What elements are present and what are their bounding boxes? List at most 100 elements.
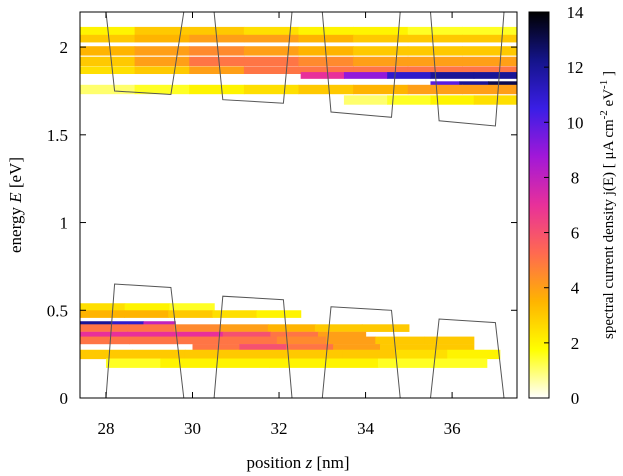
colorbar-title-sup2: -1 [598, 80, 610, 89]
y-axis: 0 0.5 1 1.5 2 [47, 38, 517, 408]
heatmap-cell [447, 349, 501, 360]
y-axis-title: energy E [eV] [6, 157, 25, 253]
plot-frame [79, 11, 518, 399]
y-axis-title-unit: [eV] [6, 157, 25, 192]
colorbar-tick-label: 4 [571, 279, 580, 298]
heatmap-cell [473, 95, 517, 105]
heatmap-cell [169, 303, 215, 311]
heatmap-cell [314, 324, 363, 332]
heatmap-cell [80, 331, 129, 339]
colorbar-tick-label: 6 [571, 224, 580, 243]
colorbar-axis: 0 2 4 6 8 10 12 14 [544, 3, 584, 408]
colorbar-tick-label: 10 [567, 113, 584, 132]
heatmap-cell [134, 34, 190, 43]
heatmap-layer [80, 26, 517, 368]
x-axis: 28 30 32 34 36 [97, 12, 461, 438]
heatmap-cell [173, 324, 222, 332]
colorbar-tick-label: 8 [571, 168, 580, 187]
heatmap-cell [134, 84, 190, 95]
x-tick-label: 30 [184, 419, 201, 438]
heatmap-cell [80, 46, 136, 56]
heatmap-cell [353, 56, 409, 67]
heatmap-cell [323, 358, 379, 368]
heatmap-cell [80, 66, 136, 75]
colorbar-tick-label: 0 [571, 389, 580, 408]
heatmap-cell [387, 72, 432, 79]
x-axis-title-unit: [nm] [312, 453, 349, 472]
heatmap-cell [343, 95, 388, 105]
heatmap-cell [394, 349, 448, 360]
heatmap-cell [326, 336, 376, 345]
heatmap-cell [361, 324, 410, 332]
heatmap-cell [237, 349, 291, 360]
heatmap-cell [124, 310, 169, 318]
y-tick-label: 1.5 [47, 126, 68, 145]
heatmap-cell [407, 56, 463, 67]
heatmap-cell [80, 56, 136, 67]
heatmap-cell [407, 34, 463, 43]
heatmap-cell [430, 95, 475, 105]
heatmap-cell [243, 26, 300, 37]
heatmap-cell [184, 349, 238, 360]
heatmap-cell [189, 56, 245, 67]
heatmap-cell [175, 331, 224, 339]
heatmap-cell [80, 26, 136, 37]
heatmap-cell [127, 331, 176, 339]
heatmap-cell [168, 310, 213, 318]
colorbar-tick-label: 12 [567, 58, 584, 77]
heatmap-cell [317, 331, 367, 339]
heatmap-cell [80, 303, 126, 311]
heatmap-cell [289, 349, 343, 360]
heatmap-cell [134, 46, 190, 56]
conduction-band-edge-line [105, 12, 505, 127]
colorbar-title-sup1: -2 [598, 110, 610, 119]
valence-band-edge-line [105, 283, 505, 398]
heatmap-cell [132, 349, 186, 360]
heatmap-cell [424, 336, 475, 345]
heatmap-cell [134, 66, 190, 75]
y-tick-label: 2 [60, 38, 69, 57]
colorbar-tick-label: 14 [567, 3, 585, 22]
x-axis-title: position z [nm] [247, 453, 350, 472]
heatmap-cell [243, 84, 300, 95]
heatmap-cell [80, 310, 125, 318]
heatmap-cell [333, 344, 381, 351]
heatmap-cell [243, 34, 300, 43]
heatmap-cell [269, 358, 325, 368]
heatmap-cell [243, 56, 300, 67]
heatmap-cell [353, 46, 409, 56]
x-axis-title-prefix: position [247, 453, 306, 472]
heatmap-cell [189, 26, 245, 37]
heatmap-cell [189, 84, 245, 95]
heatmap-cell [462, 66, 517, 75]
heatmap-cell [267, 324, 316, 332]
heatmap-cell [129, 336, 180, 345]
heatmap-cell [377, 358, 433, 368]
x-axis-title-symbol: z [305, 453, 313, 472]
heatmap-cell [459, 81, 489, 88]
heatmap-cell [270, 331, 319, 339]
heatmap-cell [80, 34, 136, 43]
heatmap-cell [214, 358, 270, 368]
heatmap-cell [220, 324, 269, 332]
heatmap-cell [488, 81, 517, 88]
colorbar-tick-label: 2 [571, 334, 580, 353]
heatmap-cell [80, 324, 128, 332]
heatmap-cell [189, 66, 245, 75]
heatmap-cell [462, 46, 517, 56]
heatmap-cell [407, 84, 463, 95]
heatmap-cell [462, 56, 517, 67]
heatmap-cell [124, 303, 171, 311]
heatmap-cell [298, 84, 354, 95]
colorbar [528, 11, 550, 399]
heatmap-cell [276, 336, 327, 345]
colorbar-title: spectral current density j(E) [ μA cm-2 … [598, 71, 617, 339]
y-axis-title-symbol: E [6, 192, 25, 204]
heatmap-cell [134, 26, 190, 37]
heatmap-cell [426, 344, 475, 351]
heatmap-cell [80, 336, 130, 345]
heatmap-cell [239, 344, 287, 351]
x-tick-label: 32 [271, 419, 288, 438]
heatmap-cell [342, 349, 396, 360]
heatmap-cell [160, 358, 216, 368]
